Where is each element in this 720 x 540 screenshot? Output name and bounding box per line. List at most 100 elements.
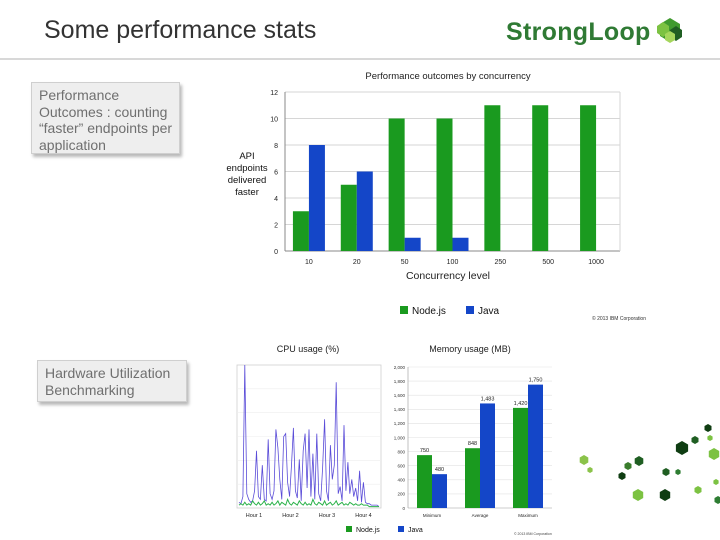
chart3-y-tick: 1,200 xyxy=(394,421,406,426)
chart1-y-tick: 2 xyxy=(274,223,278,230)
chart3-y-tick: 800 xyxy=(397,449,405,454)
chart1-bar-java xyxy=(404,237,421,251)
chart2-x-tick: Hour 1 xyxy=(246,513,263,519)
chart1-title: Performance outcomes by concurrency xyxy=(365,71,531,82)
chart3-data-label-java: 1,750 xyxy=(529,378,543,384)
chart1-bar-node xyxy=(580,105,597,251)
chart3-bar-node xyxy=(513,407,528,508)
title-divider xyxy=(0,58,720,60)
chart2-legend-node-swatch xyxy=(346,526,352,532)
chart3-data-label-node: 750 xyxy=(420,448,429,454)
decorative-hexagon xyxy=(662,468,670,476)
decorative-hexagon xyxy=(618,472,626,480)
decorative-hexagon xyxy=(694,486,702,494)
decorative-hexagon xyxy=(707,435,713,441)
chart1-y-tick: 12 xyxy=(270,90,278,97)
chart3-title: Memory usage (MB) xyxy=(429,344,511,354)
chart3-y-tick: 400 xyxy=(397,478,405,483)
chart2-legend-java: Java xyxy=(408,527,423,534)
decorative-hexagon xyxy=(634,456,644,466)
decorative-hexagon xyxy=(675,441,689,455)
chart2-line-node xyxy=(238,498,379,508)
chart1-bar-node xyxy=(532,105,549,251)
chart1-bar-node xyxy=(292,211,309,251)
chart1-x-tick: 250 xyxy=(495,259,507,266)
decorative-hexagon xyxy=(691,436,699,444)
chart1-ylabel-line2: endpoints xyxy=(226,163,267,174)
chart1-legend-java: Java xyxy=(478,306,500,317)
chart1-x-tick: 20 xyxy=(353,259,361,266)
callout-hardware-utilization: Hardware Utilization Benchmarking xyxy=(37,360,187,402)
decorative-hexagon xyxy=(587,467,593,473)
chart1-y-tick: 10 xyxy=(270,117,278,124)
chart3-y-tick: 0 xyxy=(402,506,405,511)
chart3-y-tick: 2,000 xyxy=(394,365,406,370)
chart1-x-tick: 1000 xyxy=(588,259,604,266)
decorative-hexagon xyxy=(624,462,632,470)
chart3-bar-java xyxy=(432,474,447,508)
chart1-x-tick: 10 xyxy=(305,259,313,266)
chart1-y-tick: 0 xyxy=(274,249,278,256)
chart3-x-tick: Average xyxy=(472,513,489,518)
chart1-x-tick: 100 xyxy=(447,259,459,266)
chart1-legend-java-swatch xyxy=(466,306,474,314)
chart3-y-tick: 600 xyxy=(397,464,405,469)
chart3-data-label-node: 1,420 xyxy=(514,401,528,407)
slide-title: Some performance stats xyxy=(44,16,317,44)
strongloop-logo-icon xyxy=(657,18,682,43)
chart1-bar-node xyxy=(436,118,453,251)
chart1-bar-node xyxy=(388,118,405,251)
decorative-hexagon xyxy=(632,489,644,501)
chart3-bar-node xyxy=(417,455,432,508)
chart1-copyright: © 2013 IBM Corporation xyxy=(592,315,646,322)
chart3-copyright: © 2013 IBM Corporation xyxy=(514,532,552,536)
chart3-bar-java xyxy=(480,403,495,508)
chart2-x-tick: Hour 2 xyxy=(282,513,299,519)
decorative-hexagons xyxy=(579,424,720,504)
decorative-hexagon xyxy=(704,424,712,432)
chart3-y-tick: 200 xyxy=(397,492,405,497)
chart2-title: CPU usage (%) xyxy=(277,344,340,354)
chart1-bar-java xyxy=(356,171,373,251)
chart3-y-tick: 1,800 xyxy=(394,379,406,384)
chart1-y-tick: 6 xyxy=(274,170,278,177)
chart3-data-label-node: 848 xyxy=(468,441,477,447)
chart1-bar-java xyxy=(308,145,325,251)
chart3-y-tick: 1,600 xyxy=(394,393,406,398)
decorative-hexagon xyxy=(708,448,720,460)
strongloop-logo-text: StrongLoop xyxy=(506,18,651,46)
chart2-legend-node: Node.js xyxy=(356,527,380,534)
chart3-data-label-java: 480 xyxy=(435,467,444,473)
chart1-ylabel-line4: faster xyxy=(235,187,259,198)
chart1-y-tick: 4 xyxy=(274,196,278,203)
chart1-ylabel-line3: delivered xyxy=(228,175,267,186)
chart2-line-java xyxy=(238,364,380,507)
chart3-bar-java xyxy=(528,384,543,508)
chart1-legend-node: Node.js xyxy=(412,306,446,317)
chart1-ylabel-line1: API xyxy=(239,151,254,162)
chart1-bar-node xyxy=(484,105,501,251)
chart3-x-tick: Maximum xyxy=(518,513,538,518)
decorative-hexagon xyxy=(579,455,589,465)
chart3-x-tick: Minimum xyxy=(423,513,442,518)
chart3-y-tick: 1,400 xyxy=(394,407,406,412)
decorative-hexagon xyxy=(714,496,720,504)
chart1-x-tick: 500 xyxy=(542,259,554,266)
chart1-bar-java xyxy=(452,237,469,251)
decorative-hexagon xyxy=(713,479,719,485)
chart2-x-tick: Hour 3 xyxy=(319,513,336,519)
chart3-data-label-java: 1,483 xyxy=(481,396,495,402)
chart2-x-tick: Hour 4 xyxy=(355,513,372,519)
decorative-hexagon xyxy=(675,469,681,475)
decorative-hexagon xyxy=(659,489,671,501)
chart1-x-tick: 50 xyxy=(401,259,409,266)
chart1-bar-node xyxy=(340,184,357,251)
chart1-xlabel: Concurrency level xyxy=(406,270,490,282)
callout-performance-outcomes: Performance Outcomes : counting “faster”… xyxy=(31,82,180,154)
chart2-legend-java-swatch xyxy=(398,526,404,532)
chart1-y-tick: 8 xyxy=(274,143,278,150)
